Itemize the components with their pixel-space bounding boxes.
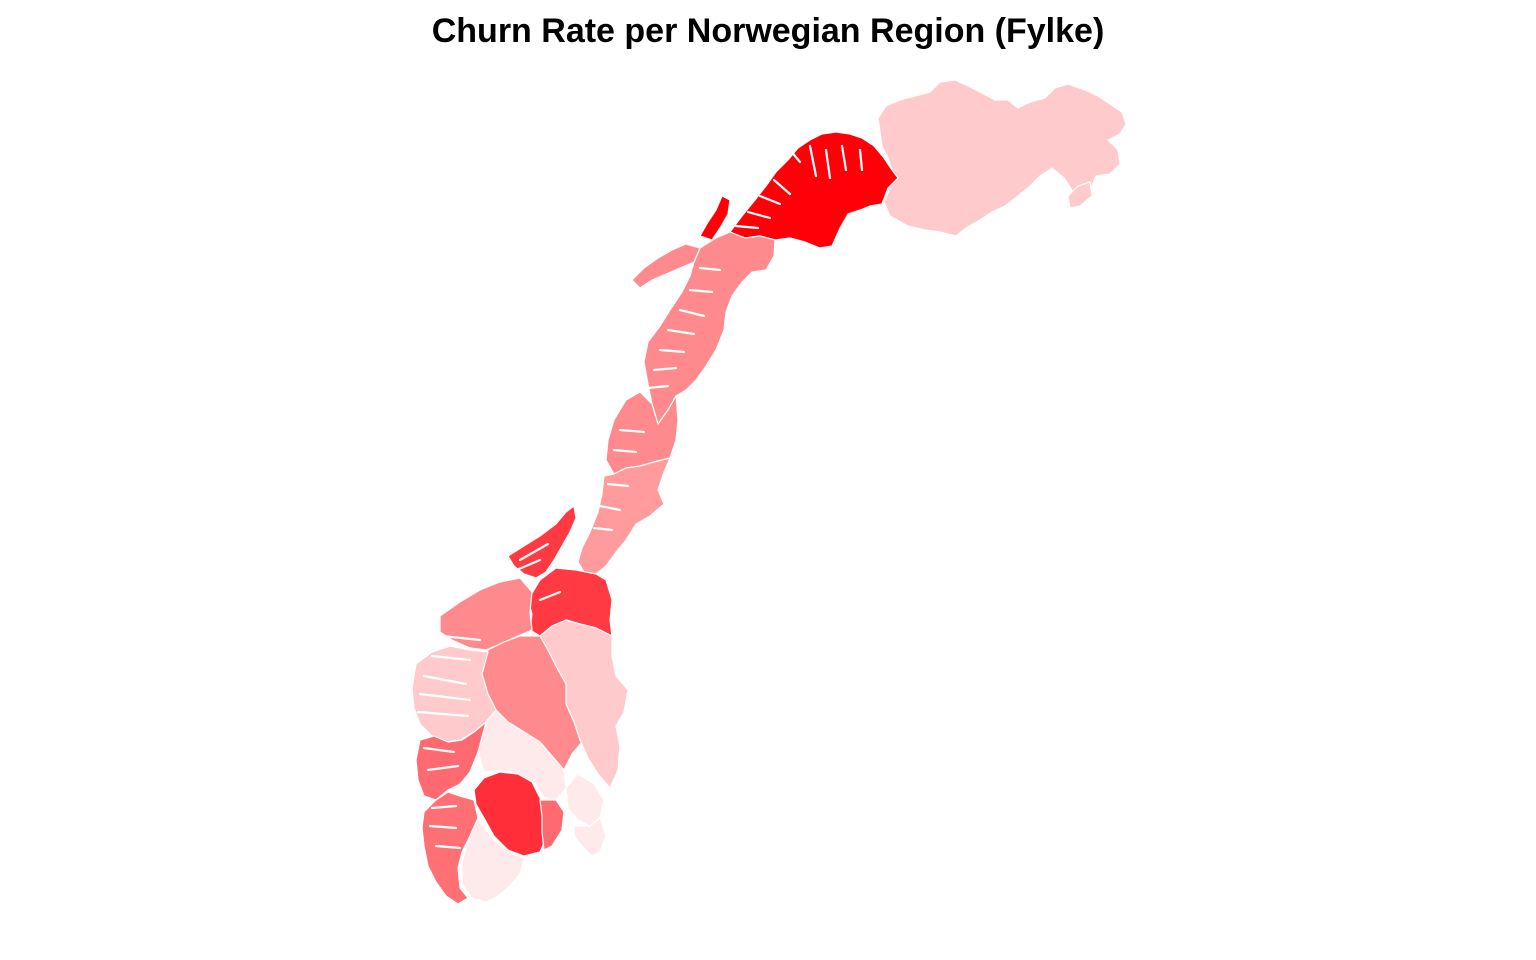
region-trondelag-south[interactable]	[577, 457, 671, 575]
region-buskerud[interactable]	[477, 709, 567, 801]
region-nordland[interactable]	[643, 231, 776, 425]
region-rogaland[interactable]	[415, 721, 487, 801]
region-sogn-og-fjordane[interactable]	[439, 577, 533, 651]
region-hedmark[interactable]	[539, 619, 629, 789]
fjord-lines	[416, 144, 864, 850]
region-nordland-islands[interactable]	[631, 243, 701, 289]
region-aust-agder[interactable]	[461, 817, 525, 903]
map-title: Churn Rate per Norwegian Region (Fylke)	[431, 12, 1105, 50]
region-more-og-romsdal[interactable]	[507, 505, 577, 579]
region-finnmark[interactable]	[877, 79, 1127, 237]
region-finnmark-peninsula[interactable]	[1067, 181, 1093, 209]
region-akershus[interactable]	[565, 773, 605, 827]
region-ostfold[interactable]	[573, 817, 607, 857]
region-troms[interactable]	[729, 131, 899, 249]
region-troms-islands[interactable]	[699, 195, 731, 241]
region-vestfold[interactable]	[539, 799, 565, 851]
